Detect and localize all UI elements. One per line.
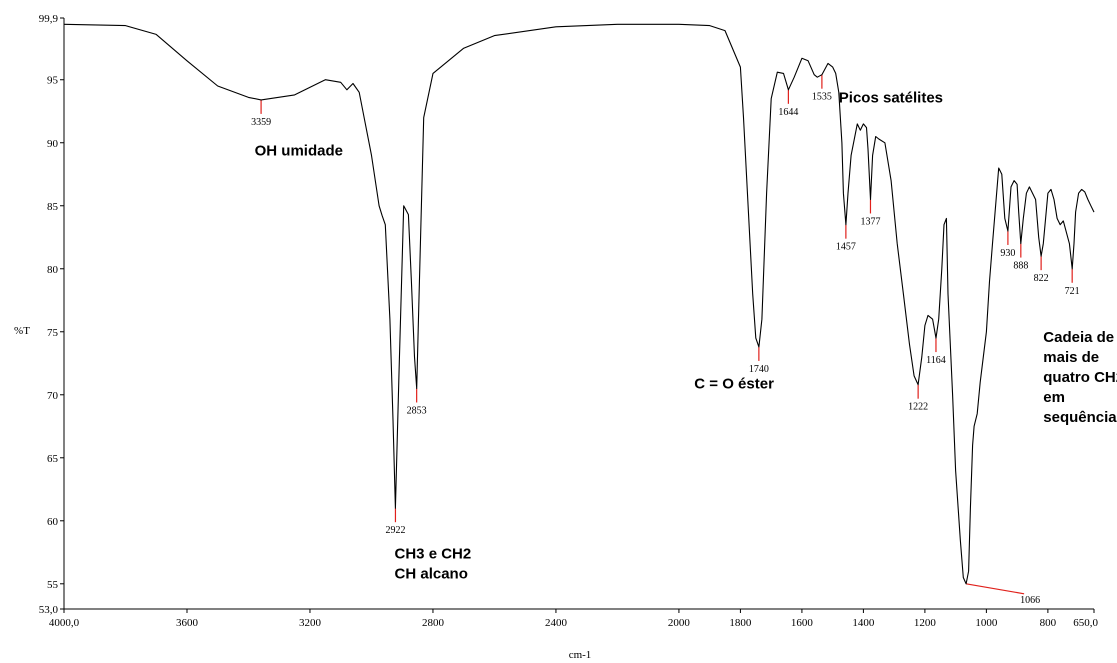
peak-label: 2853	[407, 405, 427, 416]
y-tick-label: 80	[47, 264, 59, 276]
y-tick-label: 75	[47, 327, 59, 339]
annotation-line: C = O éster	[694, 375, 774, 392]
x-axis-label: cm-1	[569, 649, 592, 661]
y-tick-label: 60	[47, 516, 59, 528]
annotation-line: CH alcano	[395, 566, 468, 583]
annotation-line: mais de	[1043, 349, 1099, 366]
x-tick-label: 3200	[299, 617, 322, 629]
annotation-line: quatro CH2	[1043, 369, 1117, 386]
y-tick-label: 90	[47, 138, 59, 150]
y-tick-label: 65	[47, 453, 59, 465]
peak-label: 1222	[908, 402, 928, 413]
peak-label: 822	[1034, 273, 1049, 284]
y-tick-label: 95	[47, 75, 59, 87]
peak-label: 3359	[251, 117, 271, 128]
x-tick-label: 800	[1040, 617, 1057, 629]
y-axis-label: %T	[14, 325, 30, 337]
peak-label: 2922	[385, 525, 405, 536]
y-tick-label: 70	[47, 390, 59, 402]
x-tick-label: 1400	[852, 617, 875, 629]
annotations: OH umidade CH3 e CH2 CH alcano C = O éster P…	[255, 89, 1117, 582]
annotation-text: Picos satélites	[839, 89, 943, 106]
series	[63, 23, 1095, 585]
x-tick-label: 3600	[176, 617, 199, 629]
annotation-line: Picos satélites	[839, 89, 943, 106]
peak-markers: 3359 2922 2853 1740 1644 1535 1457 1377 1222 1164…	[251, 74, 1080, 606]
y-tick-label: 53,0	[39, 604, 59, 616]
annotation-text: C = O éster	[694, 375, 774, 392]
y-tick-label: 99,9	[39, 13, 59, 25]
peak-label: 1644	[778, 107, 798, 118]
x-tick-label: 2800	[422, 617, 445, 629]
peak-marker	[965, 583, 1025, 595]
peak-label: 721	[1065, 286, 1080, 297]
x-tick-label: 2000	[668, 617, 691, 629]
peak-label: 1457	[836, 242, 856, 253]
peak-label: 1066	[1020, 595, 1040, 606]
peak-label: 1377	[860, 216, 880, 227]
annotation-line: OH umidade	[255, 142, 343, 159]
annotation-text: CH3 e CH2 CH alcano	[395, 546, 472, 583]
annotation-line: Cadeia de	[1043, 329, 1114, 346]
x-tick-label: 1000	[975, 617, 998, 629]
x-tick-label: 1600	[791, 617, 814, 629]
x-tick-label: 2400	[545, 617, 568, 629]
annotation-line: CH3 e CH2	[395, 546, 472, 563]
x-tick-label: 4000,0	[49, 617, 80, 629]
x-tick-label: 650,0	[1073, 617, 1098, 629]
annotation-line: sequência	[1043, 409, 1117, 426]
peak-label: 1164	[926, 355, 946, 366]
peak-label: 888	[1013, 261, 1028, 272]
y-tick-label: 55	[47, 579, 59, 591]
annotation-line: em	[1043, 389, 1065, 406]
x-tick-label: 1200	[914, 617, 937, 629]
peak-label: 930	[1000, 248, 1015, 259]
peak-label: 1535	[812, 92, 832, 103]
annotation-text: Cadeia de mais de quatro CH2 em sequência	[1043, 329, 1117, 426]
x-tick-label: 1800	[729, 617, 752, 629]
y-tick-label: 85	[47, 201, 59, 213]
peak-label: 1740	[749, 364, 769, 375]
annotation-text: OH umidade	[255, 142, 343, 159]
spectrum-line	[63, 23, 1095, 585]
